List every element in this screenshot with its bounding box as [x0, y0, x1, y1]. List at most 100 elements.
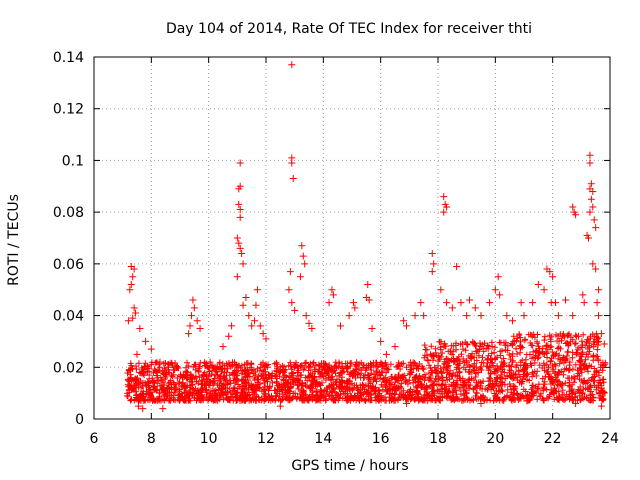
data-point: [440, 193, 448, 201]
data-point: [587, 195, 595, 203]
data-points: [124, 61, 608, 413]
data-point: [443, 299, 451, 307]
data-point: [486, 299, 494, 307]
x-tick-label: 18: [429, 431, 447, 447]
data-point: [299, 252, 307, 260]
data-point: [196, 325, 204, 332]
y-tick-label: 0.04: [53, 309, 84, 325]
data-point: [529, 299, 537, 307]
data-point: [127, 281, 135, 289]
data-point: [236, 244, 244, 252]
data-point: [296, 273, 304, 281]
data-point: [236, 159, 244, 167]
x-tick-label: 8: [147, 431, 156, 447]
data-point: [129, 314, 137, 322]
data-point: [262, 335, 270, 343]
data-point: [259, 330, 267, 338]
data-point: [586, 151, 594, 159]
data-point: [597, 402, 605, 410]
data-point: [189, 296, 197, 304]
data-point: [580, 299, 588, 307]
data-point: [225, 332, 233, 340]
chart-title: Day 104 of 2014, Rate Of TEC Index for r…: [166, 21, 532, 37]
data-point: [186, 322, 194, 330]
data-point: [554, 312, 562, 320]
data-point: [219, 343, 227, 351]
data-point: [572, 399, 580, 407]
data-point: [133, 350, 141, 358]
data-point: [305, 319, 313, 327]
data-point: [411, 312, 419, 320]
data-point: [443, 203, 451, 211]
data-point: [328, 286, 336, 294]
data-point: [345, 312, 353, 320]
data-point: [242, 293, 250, 301]
data-point: [509, 317, 517, 325]
data-point: [288, 299, 296, 307]
x-tick-label: 22: [544, 431, 562, 447]
data-point: [139, 405, 147, 413]
y-tick-label: 0.14: [53, 50, 84, 66]
data-point: [494, 273, 502, 281]
data-point: [592, 224, 600, 232]
data-point: [579, 291, 587, 299]
data-point: [126, 286, 134, 294]
data-point: [503, 312, 511, 320]
data-point: [517, 299, 525, 307]
data-point: [252, 301, 260, 309]
data-point: [453, 262, 461, 270]
y-tick-label: 0.08: [53, 205, 84, 221]
data-point: [589, 260, 597, 268]
data-point: [364, 281, 372, 289]
data-point: [308, 325, 316, 332]
data-point: [329, 291, 337, 299]
dense-data-cloud: [124, 330, 609, 404]
x-axis-ticks: 6 8 10 12 14 16 18 20 22 24: [90, 57, 619, 447]
data-point: [477, 312, 485, 320]
data-point: [569, 203, 577, 211]
data-point: [235, 239, 243, 247]
data-point: [248, 322, 256, 330]
data-point: [391, 343, 399, 351]
data-point: [471, 304, 479, 312]
data-point: [238, 250, 246, 258]
x-tick-label: 16: [372, 431, 390, 447]
data-point: [586, 159, 594, 167]
data-point: [136, 325, 144, 332]
data-point: [400, 317, 408, 325]
data-point: [132, 309, 140, 317]
data-point: [235, 185, 243, 193]
y-axis-ticks: 0 0.02 0.04 0.06 0.08 0.1 0.12 0.14: [53, 50, 610, 428]
data-point: [134, 402, 142, 410]
x-tick-label: 14: [314, 431, 332, 447]
data-point: [600, 340, 608, 348]
data-point: [130, 265, 138, 273]
data-point: [159, 405, 167, 413]
data-point: [185, 330, 193, 338]
data-point: [349, 299, 357, 307]
data-point: [325, 299, 333, 307]
data-point: [286, 268, 294, 276]
data-point: [428, 250, 436, 258]
x-tick-label: 10: [200, 431, 218, 447]
data-point: [552, 299, 560, 307]
data-point: [298, 242, 306, 250]
x-tick-label: 12: [257, 431, 275, 447]
y-axis-label: ROTI / TECUs: [6, 194, 22, 286]
data-point: [142, 337, 150, 345]
data-point: [417, 299, 425, 307]
data-point: [193, 317, 201, 325]
data-point: [549, 273, 557, 281]
data-point: [351, 304, 359, 312]
data-point: [288, 61, 296, 69]
data-point: [585, 234, 592, 242]
data-point: [236, 206, 244, 214]
data-point: [540, 286, 548, 294]
gridlines: [94, 57, 610, 419]
y-tick-label: 0: [75, 412, 84, 428]
data-point: [572, 211, 580, 219]
data-point: [187, 312, 195, 320]
data-point: [405, 376, 413, 384]
data-point: [233, 234, 241, 242]
